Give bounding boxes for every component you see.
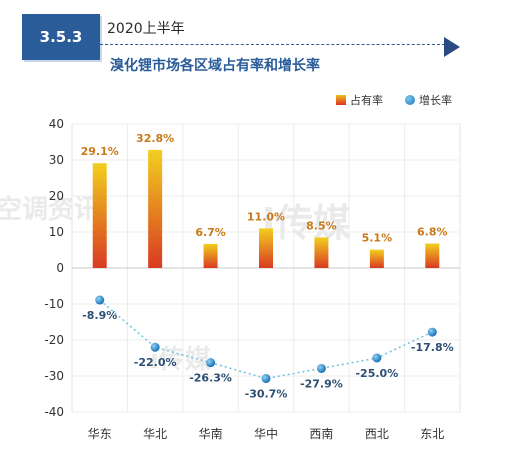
legend-label-growth: 增长率 — [419, 94, 452, 107]
bar — [92, 163, 107, 268]
bar-data-label: 8.5% — [306, 219, 337, 232]
growth-point — [95, 295, 105, 305]
watermark-text: i传媒 — [262, 201, 351, 245]
bar — [369, 249, 384, 268]
y-tick-label: 40 — [49, 117, 64, 131]
bar — [314, 237, 329, 268]
bar-data-label: 5.1% — [362, 232, 393, 245]
bar-data-label: 29.1% — [81, 145, 119, 158]
watermark-text: 空调资讯 — [0, 194, 100, 225]
arrow-right-icon — [444, 37, 460, 57]
x-tick-label: 华北 — [143, 427, 167, 441]
legend-item-share: 占有率 — [336, 92, 383, 108]
growth-point — [427, 327, 437, 337]
y-tick-label: -40 — [44, 405, 64, 419]
x-tick-label: 华东 — [88, 427, 112, 441]
y-tick-label: -10 — [44, 297, 64, 311]
chart-title: 溴化锂市场各区域占有率和增长率 — [110, 58, 320, 74]
bar-data-label: 32.8% — [136, 132, 174, 145]
growth-point — [372, 353, 382, 363]
y-tick-label: 20 — [49, 189, 64, 203]
header-divider — [100, 44, 445, 45]
growth-data-label: -22.0% — [134, 356, 177, 369]
dot-swatch-icon — [405, 95, 415, 105]
bar-swatch-icon — [336, 95, 346, 105]
bar-data-label: 6.8% — [417, 226, 448, 239]
y-tick-label: -30 — [44, 369, 64, 383]
bar — [148, 149, 163, 268]
y-tick-label: -20 — [44, 333, 64, 347]
y-tick-label: 30 — [49, 153, 64, 167]
x-tick-label: 西南 — [309, 426, 333, 441]
growth-point — [316, 363, 326, 373]
bar — [425, 243, 440, 268]
growth-data-label: -25.0% — [355, 367, 398, 380]
growth-data-label: -27.9% — [300, 377, 343, 390]
chart-subtitle: 2020上半年 — [107, 21, 185, 37]
bar-data-label: 6.7% — [195, 226, 226, 239]
y-tick-label: 0 — [56, 261, 64, 275]
x-tick-label: 东北 — [420, 427, 444, 441]
growth-point — [206, 358, 216, 368]
x-tick-label: 西北 — [365, 427, 389, 441]
y-tick-label: 10 — [49, 225, 64, 239]
bar-data-label: 11.0% — [247, 210, 285, 223]
bar — [259, 228, 273, 268]
growth-data-label: -26.3% — [189, 372, 232, 385]
section-badge: 3.5.3 — [22, 14, 100, 60]
growth-data-label: -8.9% — [82, 309, 117, 322]
x-tick-label: 华中 — [254, 426, 278, 441]
growth-data-label: -17.8% — [411, 341, 454, 354]
growth-point — [261, 374, 271, 384]
x-tick-label: 华南 — [199, 426, 223, 441]
bar — [203, 243, 218, 268]
growth-point — [150, 342, 160, 352]
growth-data-label: -30.7% — [245, 388, 288, 401]
legend-item-growth: 增长率 — [405, 92, 452, 108]
legend-label-share: 占有率 — [350, 94, 383, 107]
